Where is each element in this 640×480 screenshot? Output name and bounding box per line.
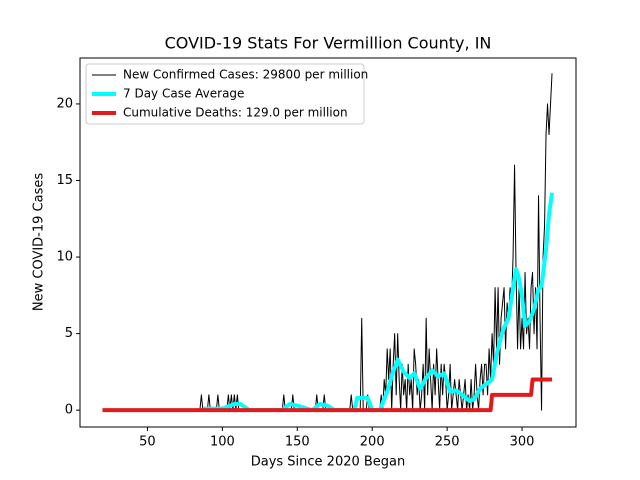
y-axis-label: New COVID-19 Cases <box>32 173 47 311</box>
series-line <box>202 192 555 413</box>
chart-title: COVID-19 Stats For Vermillion County, IN <box>165 34 492 53</box>
x-tick-label: 250 <box>435 435 460 450</box>
x-tick-label: 50 <box>139 435 156 450</box>
legend-label: New Confirmed Cases: 29800 per million <box>123 68 368 82</box>
x-tick-label: 150 <box>285 435 310 450</box>
x-tick-label: 100 <box>210 435 235 450</box>
x-tick-label: 300 <box>510 435 535 450</box>
x-tick-label: 200 <box>360 435 385 450</box>
plot-frame <box>79 57 577 428</box>
series-line <box>102 377 553 413</box>
y-tick-label: 5 <box>65 326 73 341</box>
y-tick-label: 10 <box>56 250 73 265</box>
x-axis-label: Days Since 2020 Began <box>251 455 406 470</box>
legend-box <box>85 63 365 125</box>
legend-label: Cumulative Deaths: 129.0 per million <box>123 106 348 120</box>
legend-label: 7 Day Case Average <box>123 87 244 101</box>
y-tick-label: 0 <box>65 403 73 418</box>
y-tick-label: 15 <box>56 173 73 188</box>
y-tick-label: 20 <box>56 96 73 111</box>
